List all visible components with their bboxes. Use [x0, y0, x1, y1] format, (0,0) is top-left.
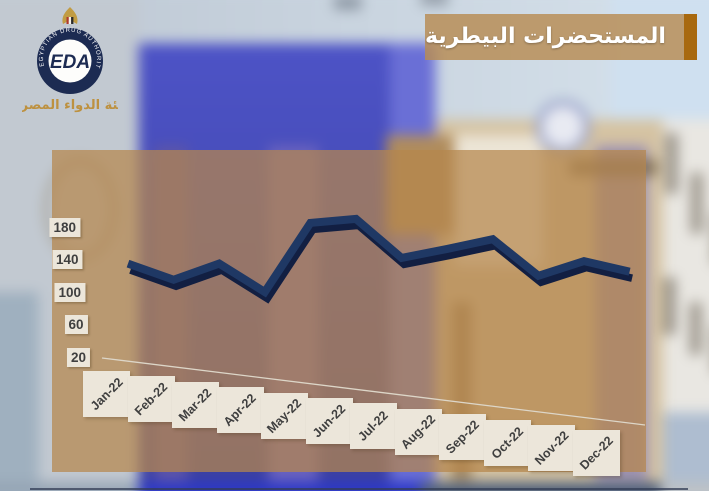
- x-axis-label-sep-22: Sep-22: [439, 414, 486, 461]
- x-axis-label-text: Jan-22: [87, 375, 126, 413]
- x-axis-label-feb-22: Feb-22: [127, 376, 175, 423]
- y-axis-label-20: 20: [66, 347, 90, 367]
- photo-building-logo-circle: [535, 99, 591, 155]
- eagle-icon: [62, 7, 78, 24]
- photo-bottom-strip-mid: [420, 482, 662, 491]
- x-axis-label-mar-22: Mar-22: [172, 381, 219, 428]
- x-axis-label-text: Sep-22: [443, 417, 482, 457]
- eagle-flag-red: [66, 17, 69, 24]
- x-axis-label-dec-22: Dec-22: [572, 430, 620, 477]
- x-axis-label-text: Oct-22: [488, 423, 526, 462]
- x-axis-label-jan-22: Jan-22: [83, 371, 130, 417]
- x-axis-label-text: Jul-22: [355, 408, 392, 445]
- photo-roof-block-1: [334, 0, 362, 10]
- title-banner: المستحضرات البيطرية: [425, 14, 697, 60]
- logo-arabic-name: هيئة الدواء المصرية: [22, 98, 118, 113]
- x-axis-baseline: [101, 357, 646, 426]
- eagle-flag-white: [68, 17, 72, 24]
- x-axis-label-apr-22: Apr-22: [216, 387, 264, 434]
- x-axis-label-text: Feb-22: [131, 380, 171, 419]
- eda-logo: EGYPTIAN DRUG AUTHORITY EDA هيئة الدواء …: [22, 4, 118, 113]
- photo-window-1: [665, 133, 678, 194]
- x-axis-label-text: Nov-22: [531, 428, 572, 468]
- x-axis-label-aug-22: Aug-22: [394, 408, 442, 455]
- x-axis-label-jun-22: Jun-22: [305, 398, 353, 444]
- x-axis-label-text: Dec-22: [576, 433, 616, 473]
- x-axis-label-text: May-22: [264, 395, 305, 436]
- logo-acronym: EDA: [50, 52, 90, 73]
- photo-bottom-strip-left: [0, 482, 139, 491]
- photo-window-2: [690, 172, 704, 234]
- x-axis-label-text: Aug-22: [398, 411, 438, 452]
- photo-window-5: [689, 302, 702, 355]
- x-axis-label-oct-22: Oct-22: [483, 419, 531, 466]
- x-axis-label-text: Mar-22: [176, 385, 215, 424]
- x-axis-label-text: Apr-22: [221, 391, 259, 430]
- series-line: [126, 214, 631, 298]
- photo-bottom-strip-right: [661, 482, 709, 491]
- y-axis-label-180: 180: [49, 217, 80, 237]
- y-axis-label-60: 60: [64, 315, 88, 334]
- photo-window-4: [663, 277, 676, 335]
- y-axis-label-140: 140: [51, 250, 83, 269]
- eagle-flag-black: [71, 17, 74, 24]
- photo-bottom-strip-blue: [138, 482, 421, 491]
- x-axis-label-text: Jun-22: [309, 401, 349, 441]
- photo-left-wall-lower: [0, 292, 39, 486]
- x-axis-label-nov-22: Nov-22: [528, 425, 575, 471]
- x-axis-label-jul-22: Jul-22: [350, 403, 397, 450]
- logo-center: [48, 39, 92, 83]
- page-title: المستحضرات البيطرية: [425, 24, 666, 49]
- photo-roof-block-2: [420, 0, 449, 6]
- y-axis-label-100: 100: [54, 282, 85, 302]
- x-axis-label-may-22: May-22: [261, 392, 308, 439]
- photo-glass-lower-right: [663, 412, 709, 486]
